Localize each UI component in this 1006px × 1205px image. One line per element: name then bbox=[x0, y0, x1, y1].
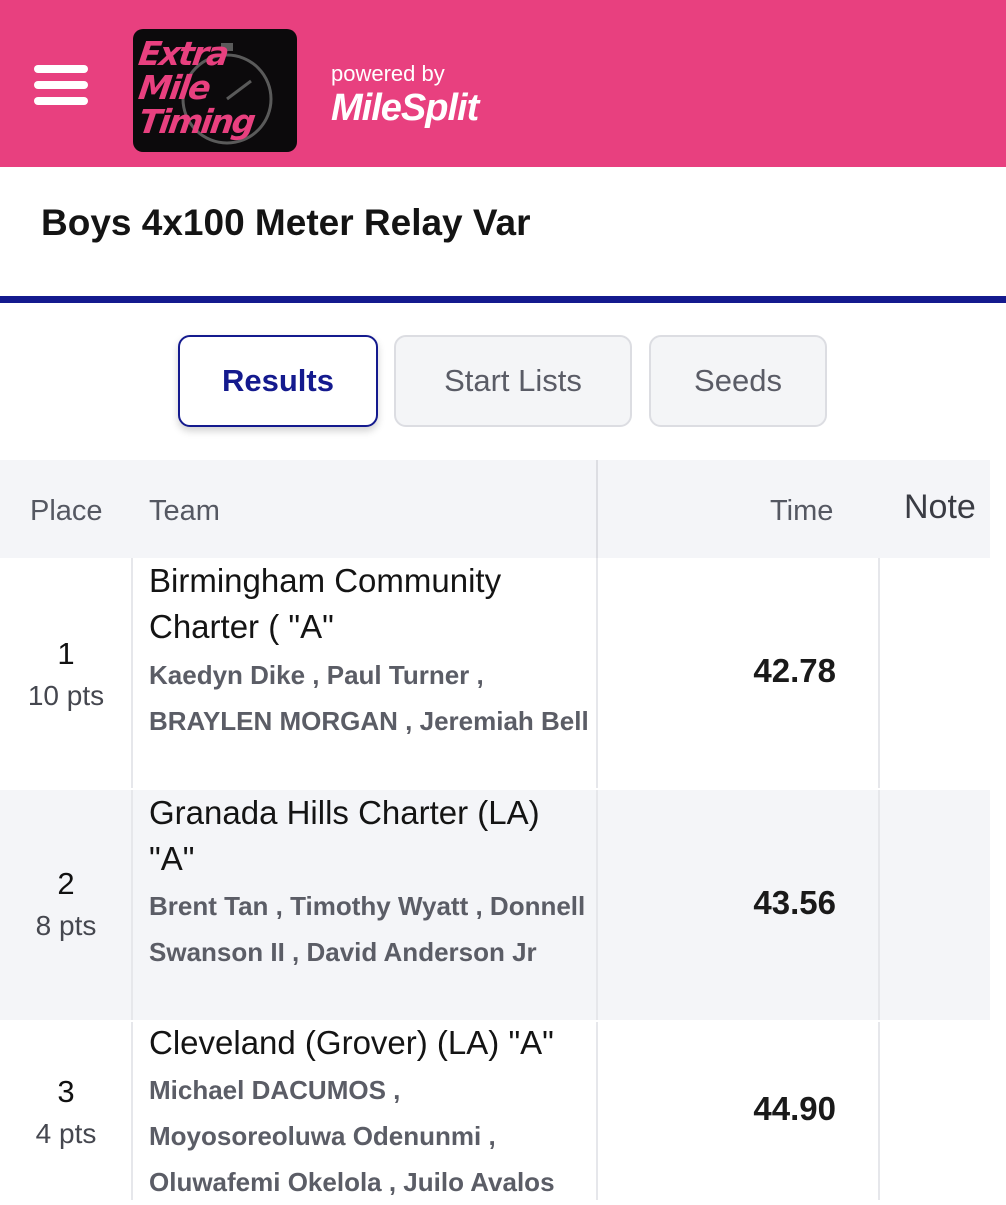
table-row[interactable]: 3 4 pts Cleveland (Grover) (LA) "A" Mich… bbox=[0, 1022, 990, 1200]
cell-divider bbox=[878, 1022, 880, 1200]
team-name[interactable]: Cleveland (Grover) (LA) "A" bbox=[149, 1024, 554, 1061]
header-time[interactable]: Time bbox=[770, 495, 834, 527]
hamburger-menu-icon[interactable] bbox=[34, 65, 90, 107]
athlete-list: Kaedyn Dike , Paul Turner , BRAYLEN MORG… bbox=[149, 660, 589, 736]
athlete-list: Brent Tan , Timothy Wyatt , Donnell Swan… bbox=[149, 891, 586, 967]
header-note[interactable]: Note bbox=[904, 488, 976, 526]
team-name[interactable]: Granada Hills Charter (LA) "A" bbox=[149, 794, 540, 877]
stopwatch-icon bbox=[181, 43, 273, 145]
cell-divider bbox=[131, 790, 133, 1020]
table-header: Place Team Time Note bbox=[0, 460, 990, 558]
place-number: 1 bbox=[57, 636, 75, 671]
title-bar bbox=[0, 167, 1006, 296]
table-row[interactable]: 1 10 pts Birmingham Community Charter ( … bbox=[0, 558, 990, 788]
logo-text-line-1: Extra bbox=[136, 34, 230, 73]
result-time: 42.78 bbox=[753, 652, 836, 689]
logo-text-line-2: Mile bbox=[136, 68, 212, 107]
place-points: 4 pts bbox=[35, 1118, 97, 1149]
tab-results[interactable]: Results bbox=[178, 335, 378, 427]
place-points: 10 pts bbox=[27, 680, 105, 711]
powered-by-label: powered by bbox=[331, 61, 445, 86]
app-header: Extra Mile Timing powered by MileSplit bbox=[0, 0, 1006, 167]
place-points: 8 pts bbox=[35, 910, 97, 941]
place-number: 3 bbox=[57, 1074, 75, 1109]
table-row[interactable]: 2 8 pts Granada Hills Charter (LA) "A" B… bbox=[0, 790, 990, 1020]
tab-start-lists[interactable]: Start Lists bbox=[394, 335, 632, 427]
result-time: 44.90 bbox=[753, 1090, 836, 1127]
results-table: Place Team Time Note 1 10 pts Birmingham… bbox=[0, 460, 1006, 1200]
athlete-list: Michael DACUMOS , Moyosoreoluwa Odenunmi… bbox=[149, 1075, 555, 1197]
title-divider bbox=[0, 296, 1006, 303]
milesplit-logo[interactable]: MileSplit bbox=[331, 87, 479, 129]
page-title: Boys 4x100 Meter Relay Var bbox=[41, 202, 531, 243]
tab-seeds[interactable]: Seeds bbox=[649, 335, 827, 427]
cell-divider bbox=[596, 558, 598, 788]
header-team[interactable]: Team bbox=[149, 495, 220, 527]
header-place[interactable]: Place bbox=[30, 495, 103, 527]
place-number: 2 bbox=[57, 866, 75, 901]
cell-divider bbox=[131, 1022, 133, 1200]
cell-divider bbox=[131, 558, 133, 788]
cell-divider bbox=[596, 790, 598, 1020]
cell-divider bbox=[878, 558, 880, 788]
cell-divider bbox=[596, 1022, 598, 1200]
column-divider bbox=[596, 460, 598, 558]
extra-mile-timing-logo[interactable]: Extra Mile Timing bbox=[133, 29, 297, 152]
logo-text-line-3: Timing bbox=[136, 102, 257, 141]
cell-divider bbox=[878, 790, 880, 1020]
team-name[interactable]: Birmingham Community Charter ( "A" bbox=[149, 562, 502, 645]
result-time: 43.56 bbox=[753, 884, 836, 921]
